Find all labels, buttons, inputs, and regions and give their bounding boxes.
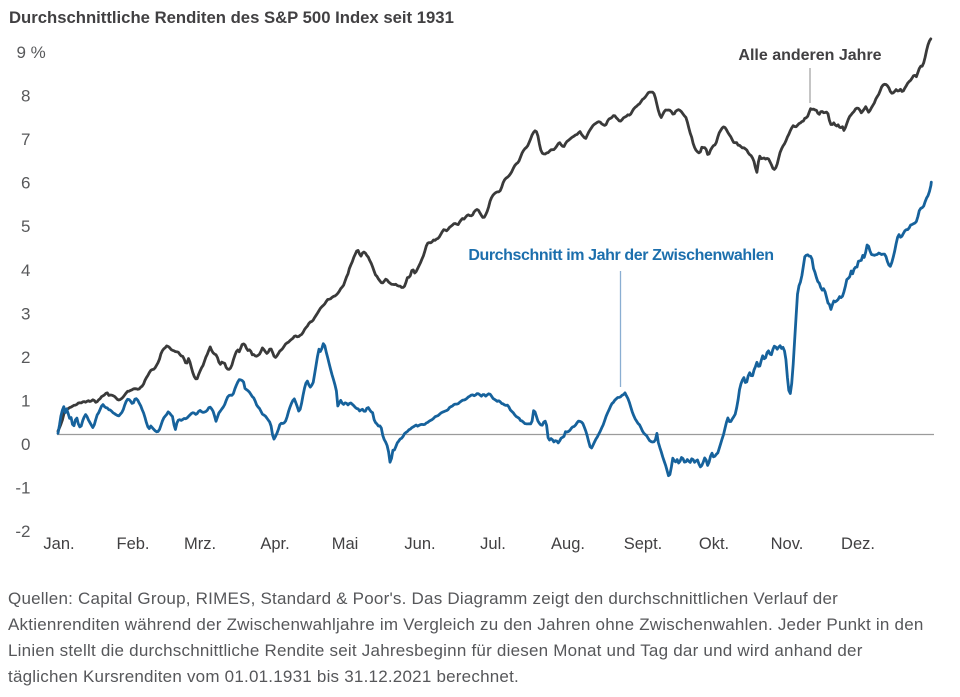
svg-text:Linien stellt die durchschnitt: Linien stellt die durchschnittliche Rend…: [8, 641, 863, 660]
svg-text:Aktienrenditen während der Zwi: Aktienrenditen während der Zwischenwahlj…: [8, 615, 924, 634]
svg-text:Sept.: Sept.: [624, 535, 663, 553]
svg-text:Durchschnitt im Jahr der Zwisc: Durchschnitt im Jahr der Zwischenwahlen: [468, 247, 773, 264]
svg-text:5: 5: [21, 217, 30, 236]
svg-text:Jan.: Jan.: [43, 535, 74, 553]
svg-text:3: 3: [21, 304, 30, 323]
svg-text:4: 4: [21, 261, 30, 280]
svg-text:0: 0: [21, 435, 30, 454]
svg-text:6: 6: [21, 174, 30, 193]
svg-text:Dez.: Dez.: [841, 535, 875, 553]
svg-text:7: 7: [21, 130, 30, 149]
svg-text:Okt.: Okt.: [699, 535, 729, 553]
svg-text:Jul.: Jul.: [480, 535, 506, 553]
svg-text:Alle anderen Jahre: Alle anderen Jahre: [738, 47, 881, 64]
svg-text:Mrz.: Mrz.: [184, 535, 216, 553]
svg-text:Jun.: Jun.: [404, 535, 435, 553]
svg-text:2: 2: [21, 348, 30, 367]
svg-text:-1: -1: [15, 479, 30, 498]
svg-text:-2: -2: [15, 522, 30, 541]
svg-text:Apr.: Apr.: [260, 535, 289, 553]
svg-text:Aug.: Aug.: [551, 535, 585, 553]
svg-text:8: 8: [21, 87, 30, 106]
svg-text:täglichen Kursrenditen vom 01.: täglichen Kursrenditen vom 01.01.1931 bi…: [8, 667, 519, 686]
svg-text:Quellen: Capital Group, RIMES,: Quellen: Capital Group, RIMES, Standard …: [8, 589, 838, 608]
svg-text:9 %: 9 %: [17, 43, 46, 62]
svg-text:Feb.: Feb.: [116, 535, 149, 553]
svg-text:Mai: Mai: [332, 535, 359, 553]
svg-text:Durchschnittliche Renditen des: Durchschnittliche Renditen des S&P 500 I…: [9, 8, 454, 27]
svg-text:Nov.: Nov.: [771, 535, 804, 553]
svg-text:1: 1: [21, 391, 30, 410]
